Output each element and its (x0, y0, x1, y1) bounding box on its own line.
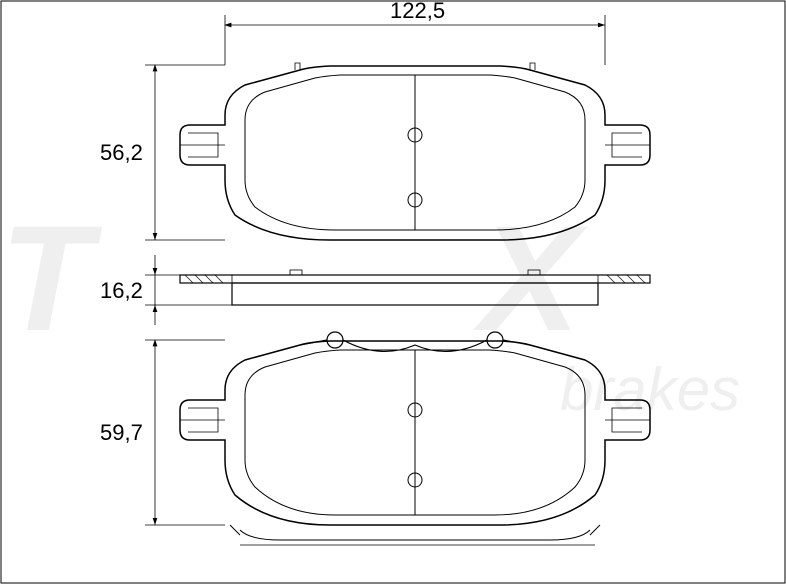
svg-text:X: X (473, 194, 588, 362)
dim-thickness-label: 16,2 (100, 278, 143, 303)
dim-height-top-label: 56,2 (100, 140, 143, 165)
dim-width-label: 122,5 (390, 0, 445, 23)
svg-text:T: T (0, 194, 103, 362)
dim-height-bottom-label: 59,7 (100, 420, 143, 445)
watermark: T X brakes (0, 194, 740, 423)
